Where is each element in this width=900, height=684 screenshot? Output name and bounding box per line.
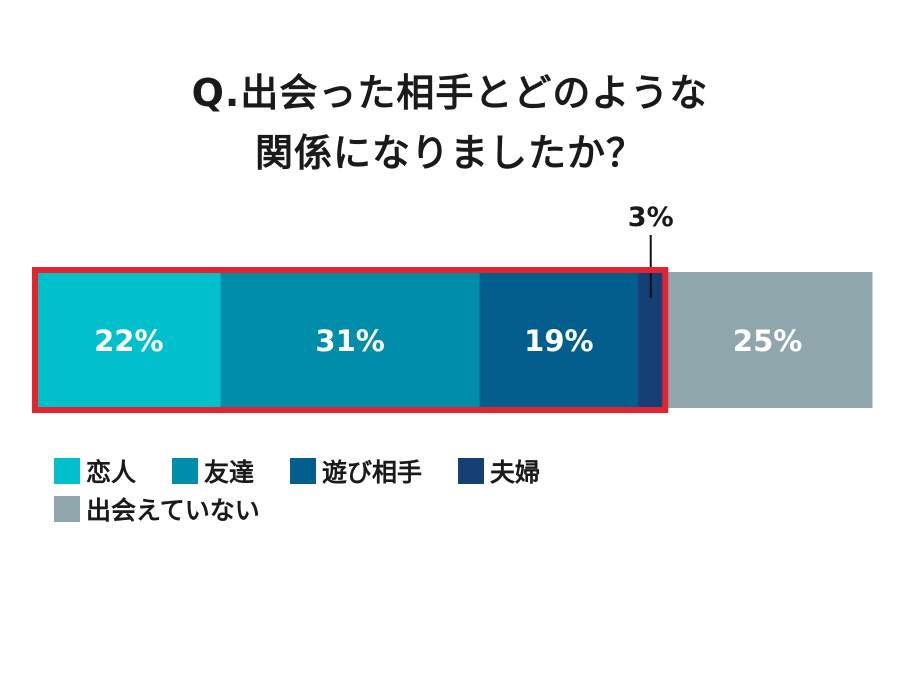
legend-label: 出会えていない xyxy=(86,496,260,525)
bar-segment-2 xyxy=(479,272,639,408)
chart-title-line-2: 関係になりましたか？ xyxy=(254,131,645,175)
legend-label: 友達 xyxy=(204,458,255,487)
chart-title-line-1: Q.出会った相手とどのような xyxy=(191,71,709,115)
data-label-4: 25% xyxy=(733,324,802,358)
highlight-frame xyxy=(32,267,669,413)
legend-item-koibito: 恋人 xyxy=(54,453,136,489)
legend-row-2: 出会えていない xyxy=(54,490,854,528)
chart-legend: 恋人 友達 遊び相手 夫婦 出会えていない xyxy=(54,452,854,528)
legend-swatch xyxy=(54,458,80,484)
legend-item-asobi-aite: 遊び相手 xyxy=(290,453,422,489)
legend-item-tomodachi: 友達 xyxy=(172,453,254,489)
legend-label: 遊び相手 xyxy=(322,458,423,487)
bar-segment-0 xyxy=(37,272,222,408)
bar-segment-1 xyxy=(220,272,481,408)
legend-swatch xyxy=(458,458,485,484)
legend-swatch xyxy=(172,458,199,484)
bar-segment-4 xyxy=(663,272,873,408)
legend-item-fuufu: 夫婦 xyxy=(458,453,540,489)
legend-swatch xyxy=(290,458,317,484)
legend-row-1: 恋人 友達 遊び相手 夫婦 xyxy=(54,452,854,490)
legend-item-deaete-inai: 出会えていない xyxy=(54,491,260,527)
legend-swatch xyxy=(54,496,80,522)
legend-label: 夫婦 xyxy=(490,458,541,487)
data-label-0: 22% xyxy=(94,324,163,358)
data-label-3: 3% xyxy=(628,202,674,233)
data-label-1: 31% xyxy=(315,324,384,358)
data-label-2: 19% xyxy=(524,324,593,358)
legend-label: 恋人 xyxy=(86,458,137,487)
